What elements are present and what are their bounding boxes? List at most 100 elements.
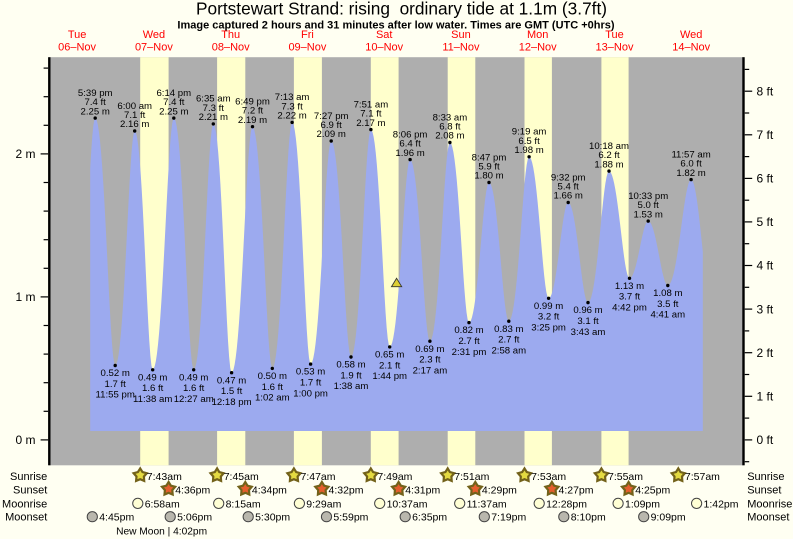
svg-text:5:39 pm: 5:39 pm: [78, 88, 113, 99]
svg-text:4:25pm: 4:25pm: [635, 485, 670, 497]
svg-text:9:09pm: 9:09pm: [651, 512, 686, 524]
svg-text:09–Nov: 09–Nov: [288, 41, 326, 53]
svg-text:5:59pm: 5:59pm: [333, 512, 368, 524]
svg-text:8:06 pm: 8:06 pm: [393, 129, 428, 140]
svg-text:9:32 pm: 9:32 pm: [551, 172, 586, 183]
svg-text:1:38 am: 1:38 am: [334, 381, 369, 392]
svg-text:Sat: Sat: [376, 29, 393, 41]
svg-text:0.53 m: 0.53 m: [296, 367, 325, 378]
svg-text:5.9 ft: 5.9 ft: [478, 162, 500, 173]
svg-text:4:34pm: 4:34pm: [252, 485, 287, 497]
svg-text:6 ft: 6 ft: [757, 172, 774, 186]
svg-text:1.13 m: 1.13 m: [615, 281, 644, 292]
svg-text:5 ft: 5 ft: [757, 215, 774, 229]
svg-text:11–Nov: 11–Nov: [442, 41, 480, 53]
svg-text:8 ft: 8 ft: [757, 84, 774, 98]
svg-text:3.5 ft: 3.5 ft: [657, 299, 679, 310]
svg-text:2.3 ft: 2.3 ft: [419, 355, 441, 366]
svg-text:6.2 ft: 6.2 ft: [598, 150, 620, 161]
svg-text:7:49am: 7:49am: [377, 471, 412, 483]
svg-text:3 ft: 3 ft: [757, 302, 774, 316]
svg-text:2.22 m: 2.22 m: [277, 111, 306, 122]
svg-text:Fri: Fri: [301, 29, 314, 41]
svg-text:Moonrise: Moonrise: [2, 498, 47, 510]
svg-text:1.7 ft: 1.7 ft: [105, 379, 127, 390]
svg-text:10:33 pm: 10:33 pm: [628, 191, 668, 202]
svg-text:0.65 m: 0.65 m: [375, 350, 404, 361]
svg-text:11:57 am: 11:57 am: [671, 149, 710, 160]
svg-text:08–Nov: 08–Nov: [212, 41, 250, 53]
svg-text:Sunrise: Sunrise: [10, 471, 47, 483]
svg-text:0.50 m: 0.50 m: [258, 371, 287, 382]
svg-text:5:06pm: 5:06pm: [177, 512, 212, 524]
svg-text:12:18 pm: 12:18 pm: [212, 397, 252, 408]
svg-text:1.5 ft: 1.5 ft: [221, 386, 243, 397]
svg-text:1 m: 1 m: [15, 290, 35, 304]
svg-text:7.1 ft: 7.1 ft: [124, 110, 146, 121]
svg-text:4:29pm: 4:29pm: [482, 485, 517, 497]
svg-text:1.6 ft: 1.6 ft: [142, 383, 164, 394]
svg-text:0.49 m: 0.49 m: [179, 372, 208, 383]
svg-text:7:51 am: 7:51 am: [354, 99, 389, 110]
svg-text:2.7 ft: 2.7 ft: [498, 335, 520, 346]
svg-text:5.0 ft: 5.0 ft: [638, 200, 660, 211]
svg-text:9:29am: 9:29am: [306, 498, 341, 510]
svg-text:Sun: Sun: [451, 29, 471, 41]
svg-text:1.82 m: 1.82 m: [676, 168, 705, 179]
svg-text:1.6 ft: 1.6 ft: [262, 382, 284, 393]
svg-text:7:57am: 7:57am: [685, 471, 720, 483]
svg-text:4:45pm: 4:45pm: [99, 512, 134, 524]
svg-text:0.99 m: 0.99 m: [534, 301, 563, 312]
svg-text:1:02 am: 1:02 am: [255, 393, 290, 404]
svg-text:Sunrise: Sunrise: [747, 471, 784, 483]
svg-text:2.25 m: 2.25 m: [159, 106, 188, 117]
svg-text:1:09pm: 1:09pm: [625, 498, 660, 510]
svg-text:2.16 m: 2.16 m: [120, 119, 149, 130]
svg-text:0.47 m: 0.47 m: [217, 375, 246, 386]
svg-text:9:19 am: 9:19 am: [512, 127, 547, 138]
svg-text:6.5 ft: 6.5 ft: [518, 136, 540, 147]
svg-text:1.53 m: 1.53 m: [634, 209, 663, 220]
svg-text:Mon: Mon: [527, 29, 548, 41]
svg-text:6.0 ft: 6.0 ft: [680, 159, 702, 170]
svg-text:7.4 ft: 7.4 ft: [163, 97, 185, 108]
svg-text:Moonset: Moonset: [5, 512, 47, 524]
svg-text:7.3 ft: 7.3 ft: [203, 103, 225, 114]
svg-text:7.4 ft: 7.4 ft: [85, 97, 107, 108]
svg-text:4:36pm: 4:36pm: [175, 485, 210, 497]
svg-text:1 ft: 1 ft: [757, 390, 774, 404]
svg-text:4:42 pm: 4:42 pm: [612, 303, 647, 314]
svg-text:6:00 am: 6:00 am: [117, 101, 152, 112]
svg-text:2.7 ft: 2.7 ft: [458, 336, 480, 347]
svg-text:8:47 pm: 8:47 pm: [472, 152, 507, 163]
svg-text:6.8 ft: 6.8 ft: [439, 122, 461, 133]
svg-text:7:27 pm: 7:27 pm: [314, 111, 349, 122]
svg-text:11:55 pm: 11:55 pm: [96, 390, 135, 401]
svg-text:1.98 m: 1.98 m: [514, 145, 543, 156]
svg-text:4 ft: 4 ft: [757, 259, 774, 273]
svg-text:3:25 pm: 3:25 pm: [531, 323, 566, 334]
svg-text:3:43 am: 3:43 am: [571, 327, 606, 338]
svg-text:1:00 pm: 1:00 pm: [293, 388, 328, 399]
svg-text:2.19 m: 2.19 m: [238, 115, 267, 126]
svg-text:4:32pm: 4:32pm: [329, 485, 364, 497]
svg-text:0 m: 0 m: [15, 433, 35, 447]
svg-text:7.1 ft: 7.1 ft: [360, 109, 382, 120]
svg-text:1.6 ft: 1.6 ft: [183, 383, 205, 394]
svg-text:6:49 pm: 6:49 pm: [235, 97, 270, 108]
svg-text:06–Nov: 06–Nov: [58, 41, 96, 53]
svg-text:1.7 ft: 1.7 ft: [300, 378, 322, 389]
svg-text:6.9 ft: 6.9 ft: [321, 120, 343, 131]
svg-text:1:42pm: 1:42pm: [704, 498, 739, 510]
svg-text:Wed: Wed: [143, 29, 165, 41]
svg-text:14–Nov: 14–Nov: [672, 41, 710, 53]
svg-text:1.80 m: 1.80 m: [474, 171, 503, 182]
svg-text:0.49 m: 0.49 m: [138, 372, 167, 383]
svg-text:7:45am: 7:45am: [224, 471, 259, 483]
svg-text:10:37am: 10:37am: [387, 498, 428, 510]
svg-text:7.3 ft: 7.3 ft: [281, 101, 303, 112]
svg-text:7 ft: 7 ft: [757, 128, 774, 142]
svg-text:1.08 m: 1.08 m: [653, 288, 682, 299]
svg-text:7:13 am: 7:13 am: [275, 92, 310, 103]
svg-text:5.4 ft: 5.4 ft: [558, 182, 580, 193]
